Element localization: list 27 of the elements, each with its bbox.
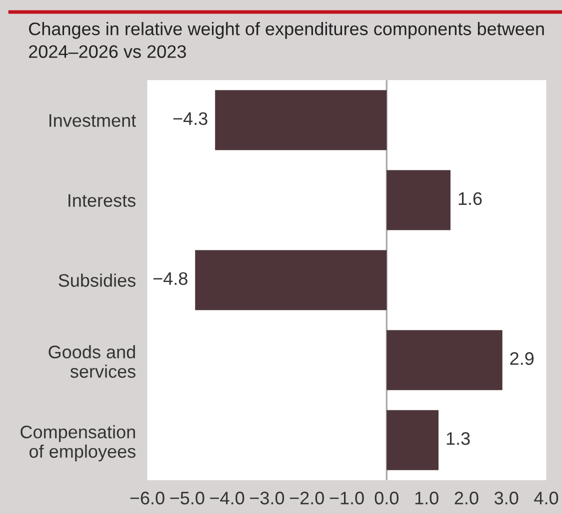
y-tick-label: Subsidies (58, 274, 136, 287)
x-tick-label: 4.0 (534, 492, 558, 504)
bar (386, 170, 450, 230)
bar (386, 330, 502, 390)
data-label: 1.6 (458, 192, 482, 205)
x-tick-label: 3.0 (494, 492, 518, 504)
bar (386, 410, 439, 470)
data-label: 1.3 (446, 432, 470, 445)
x-tick-label: −6.0 (130, 492, 164, 504)
data-label: 2.9 (510, 352, 534, 365)
data-label: −4.8 (153, 272, 188, 285)
x-tick-label: −1.0 (330, 492, 364, 504)
chart-title: Changes in relative weight of expenditures components between 2024–2026 vs 2023 (29, 22, 544, 58)
x-tick-label: 2.0 (454, 492, 478, 504)
x-tick-label: −5.0 (170, 492, 204, 504)
data-label: −4.3 (173, 112, 208, 126)
x-tick-label: 1.0 (415, 492, 438, 504)
x-tick-label: 0.0 (374, 492, 398, 504)
y-tick-label: Investment (49, 114, 136, 127)
y-tick-label: Interests (68, 194, 136, 207)
y-tick-label: Compensation of employees (20, 425, 136, 462)
x-tick-label: −2.0 (290, 492, 324, 504)
bar (195, 250, 387, 310)
x-tick-label: −4.0 (210, 492, 244, 504)
x-tick-label: −3.0 (250, 492, 284, 504)
y-tick-label: Goods and services (48, 345, 136, 378)
bar (215, 90, 387, 150)
